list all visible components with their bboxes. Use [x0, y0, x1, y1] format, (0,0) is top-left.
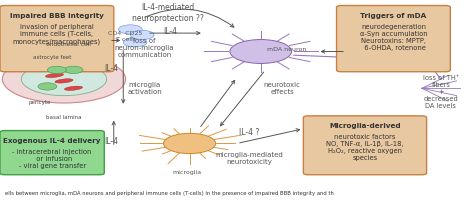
Text: loss of
neuron-microglia
communication: loss of neuron-microglia communication — [115, 38, 174, 58]
Text: IL-4-mediated
neuroprotection ??: IL-4-mediated neuroprotection ?? — [132, 3, 204, 23]
Text: endothelial cell: endothelial cell — [46, 42, 91, 47]
Circle shape — [123, 38, 147, 47]
Text: microglia
activation: microglia activation — [127, 82, 162, 95]
Circle shape — [130, 30, 154, 40]
Ellipse shape — [55, 79, 73, 83]
Text: Exogenous IL-4 delivery: Exogenous IL-4 delivery — [3, 138, 101, 144]
Text: microglia-mediated
neurotoxicity: microglia-mediated neurotoxicity — [215, 152, 283, 165]
Text: mDA neuron: mDA neuron — [267, 47, 307, 52]
Text: IL-4 ?: IL-4 ? — [239, 128, 259, 137]
FancyBboxPatch shape — [0, 131, 104, 175]
FancyBboxPatch shape — [337, 5, 450, 72]
Ellipse shape — [46, 73, 64, 78]
Text: Triggers of mDA: Triggers of mDA — [360, 13, 427, 19]
Text: neurotoxic
effects: neurotoxic effects — [264, 82, 301, 95]
Text: neurotoxic factors
NO, TNF-α, IL-1β, IL-18,
H₂O₂, reactive oxygen
species: neurotoxic factors NO, TNF-α, IL-1β, IL-… — [326, 134, 404, 161]
Ellipse shape — [64, 86, 82, 90]
FancyBboxPatch shape — [0, 5, 114, 72]
Text: pericyte: pericyte — [28, 101, 51, 106]
Text: IL-4: IL-4 — [104, 137, 118, 146]
Circle shape — [230, 40, 292, 64]
Text: IL-4: IL-4 — [104, 64, 118, 73]
Circle shape — [47, 66, 66, 74]
Circle shape — [21, 62, 107, 96]
Text: loss of TH⁺
fibers
+
decreased
DA levels: loss of TH⁺ fibers + decreased DA levels — [423, 75, 459, 109]
Text: ells between microglia, mDA neurons and peripheral immune cells (T-cells) in the: ells between microglia, mDA neurons and … — [5, 191, 334, 196]
Text: microglia: microglia — [173, 170, 202, 175]
Circle shape — [64, 66, 83, 74]
FancyBboxPatch shape — [303, 116, 427, 175]
Circle shape — [118, 25, 142, 34]
Text: invasion of peripheral
immune cells (T-cells,
monocytes/macrophages): invasion of peripheral immune cells (T-c… — [13, 24, 101, 45]
Text: IL-4: IL-4 — [164, 27, 178, 36]
Circle shape — [38, 83, 57, 90]
Circle shape — [164, 133, 216, 154]
Text: CD4  CD25
T cells: CD4 CD25 T cells — [109, 31, 143, 42]
Circle shape — [2, 55, 126, 103]
Text: Impaired BBB integrity: Impaired BBB integrity — [10, 13, 104, 19]
Text: neurodegeneration
α-Syn accumulation
Neurotoxins: MPTP,
  6-OHDA, rotenone: neurodegeneration α-Syn accumulation Neu… — [360, 24, 427, 51]
Text: astrocyte feet: astrocyte feet — [33, 55, 72, 60]
Text: basal lamina: basal lamina — [46, 115, 82, 120]
Text: - intracerebral injection
  or infusion
- viral gene transfer: - intracerebral injection or infusion - … — [12, 149, 92, 169]
Text: Microglia-derived: Microglia-derived — [329, 123, 401, 129]
